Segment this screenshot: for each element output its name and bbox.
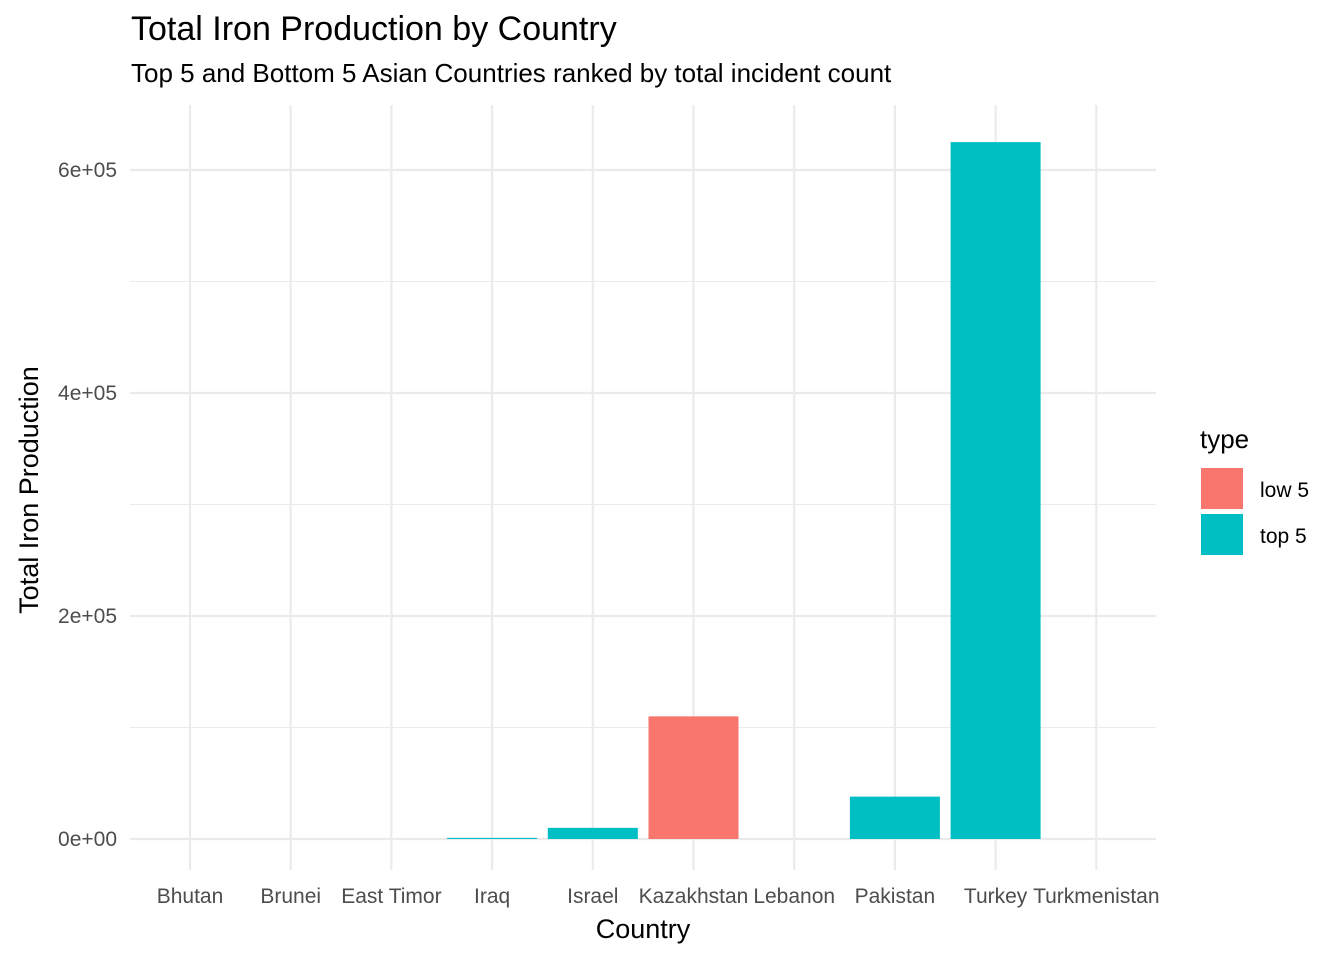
y-tick-label: 0e+00	[58, 828, 117, 851]
legend-swatch	[1201, 514, 1243, 555]
x-tick-label: Israel	[567, 885, 618, 908]
bars	[447, 142, 1041, 839]
x-tick-label: Turkey	[964, 885, 1028, 908]
y-tick-label: 2e+05	[58, 605, 117, 628]
x-tick-label: Turkmenistan	[1033, 885, 1159, 908]
chart-title: Total Iron Production by Country	[131, 10, 617, 48]
x-tick-label: Bhutan	[157, 885, 224, 908]
x-axis-title: Country	[596, 914, 691, 944]
x-tick-label: Kazakhstan	[639, 885, 749, 908]
x-tick-label: Lebanon	[753, 885, 835, 908]
bar-pakistan	[849, 796, 940, 839]
legend-title: type	[1200, 424, 1249, 454]
y-tick-label: 4e+05	[58, 382, 117, 405]
x-tick-label: Iraq	[474, 885, 510, 908]
bar-turkey	[950, 142, 1041, 839]
bar-iraq	[447, 837, 538, 839]
x-tick-label: East Timor	[341, 885, 441, 908]
legend: type low 5 top 5	[1200, 424, 1309, 555]
y-tick-label: 6e+05	[58, 159, 117, 182]
bar-israel	[547, 827, 638, 839]
legend-label: top 5	[1260, 525, 1307, 548]
y-axis-ticks: 0e+00 2e+05 4e+05 6e+05	[58, 159, 117, 851]
x-tick-label: Brunei	[260, 885, 321, 908]
x-axis-ticks: Bhutan Brunei East Timor Iraq Israel Kazakhst…	[157, 885, 1160, 908]
legend-swatch	[1201, 468, 1243, 509]
y-axis-title: Total Iron Production	[14, 366, 44, 614]
chart-subtitle: Top 5 and Bottom 5 Asian Countries ranke…	[131, 58, 892, 88]
x-tick-label: Pakistan	[855, 885, 936, 908]
legend-label: low 5	[1260, 479, 1309, 502]
bar-kazakhstan	[648, 716, 739, 839]
